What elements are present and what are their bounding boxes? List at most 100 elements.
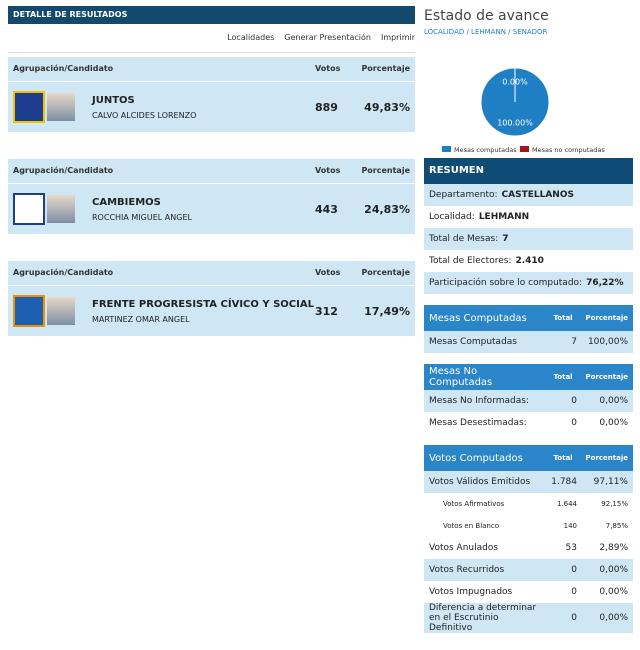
row-total: 53	[565, 543, 577, 553]
party-name: CAMBIEMOS	[92, 196, 161, 208]
row-total: 0	[571, 613, 577, 623]
results-header: DETALLE DE RESULTADOS	[8, 6, 415, 24]
summary-label: Departamento:	[429, 190, 498, 200]
summary-value: 7	[502, 234, 509, 244]
table-row: Votos en Blanco 140 7,85%	[424, 515, 633, 537]
party-logo	[13, 91, 45, 123]
column-header: Agrupación/Candidato Votos Porcentaje	[8, 159, 415, 183]
candidate-photo	[47, 93, 75, 121]
header-cell: Porcentaje	[585, 373, 629, 381]
column-label: Porcentaje	[361, 166, 410, 175]
column-label: Agrupación/Candidato	[13, 166, 114, 175]
summary-label: Total de Electores:	[429, 256, 512, 266]
header-cell: Porcentaje	[585, 454, 629, 462]
header-cell: Porcentaje	[585, 314, 629, 322]
party-row: FRENTE PROGRESISTA CÍVICO Y SOCIAL MARTIN…	[8, 285, 415, 336]
row-label: Votos Afirmativos	[443, 500, 505, 508]
row-total: 0	[571, 396, 577, 406]
link[interactable]: Localidades	[227, 33, 275, 42]
header-cell: Total	[553, 314, 573, 322]
row-total: 0	[571, 418, 577, 428]
party-info: JUNTOS CALVO ALCIDES LORENZO	[92, 95, 315, 120]
summary-row: Total de Electores: 2.410	[424, 250, 633, 272]
stats-table: Mesas Computadas Total Porcentaje Mesas Com…	[424, 305, 633, 353]
candidate-photo	[47, 297, 75, 325]
row-percent: 2,89%	[599, 543, 628, 553]
table-row: Votos Recurridos 0 0,00%	[424, 559, 633, 581]
votes: 443	[315, 202, 338, 216]
tables: Mesas Computadas Total Porcentaje Mesas Com…	[424, 305, 633, 633]
column-label: Votos	[315, 166, 341, 175]
row-percent: 0,00%	[599, 613, 628, 623]
breadcrumb[interactable]: LOCALIDAD / LEHMANN / SENADOR	[424, 28, 548, 36]
row-total: 0	[571, 587, 577, 597]
party-blocks: Agrupación/Candidato Votos Porcentaje JUNTO…	[8, 53, 415, 336]
party-logo	[13, 193, 45, 225]
row-percent: 0,00%	[599, 587, 628, 597]
legend-label: Mesas no computadas	[532, 146, 605, 154]
summary-label: Localidad:	[429, 212, 475, 222]
row-total: 0	[571, 565, 577, 575]
row-label: Mesas No Informadas:	[429, 396, 529, 406]
slice-label: 0.00%	[502, 78, 528, 87]
row-total: 1.784	[551, 477, 577, 487]
table-header: Mesas No Computadas Total Porcentaje	[424, 364, 633, 390]
links: Localidades Generar Presentación Imprimir	[8, 24, 415, 53]
table-row: Mesas No Informadas: 0 0,00%	[424, 390, 633, 412]
row-percent: 100,00%	[587, 337, 628, 347]
summary-value: 2.410	[515, 256, 544, 266]
row-label: Mesas Computadas	[429, 337, 517, 347]
legend-label: Mesas computadas	[454, 146, 517, 154]
table-row: Mesas Desestimadas: 0 0,00%	[424, 412, 633, 434]
row-total: 1.644	[556, 500, 577, 508]
summary-value: 76,22%	[586, 278, 624, 288]
summary-value: CASTELLANOS	[501, 190, 574, 200]
votes: 312	[315, 304, 338, 318]
votes: 889	[315, 100, 338, 114]
summary: Departamento: CASTELLANOS Localidad: LEHMAN…	[424, 184, 633, 294]
summary-row: Total de Mesas: 7	[424, 228, 633, 250]
row-total: 7	[571, 337, 577, 347]
row-label: Mesas Desestimadas:	[429, 418, 527, 428]
link[interactable]: Imprimir	[380, 33, 415, 42]
party-info: FRENTE PROGRESISTA CÍVICO Y SOCIAL MARTIN…	[92, 299, 315, 324]
table-row: Votos Impugnados 0 0,00%	[424, 581, 633, 603]
row-total: 140	[563, 522, 577, 530]
party-name: FRENTE PROGRESISTA CÍVICO Y SOCIAL	[92, 298, 314, 310]
summary-value: LEHMANN	[478, 212, 530, 222]
column-label: Agrupación/Candidato	[13, 268, 114, 277]
header-cell: Votos Computados	[429, 452, 523, 464]
candidate-name: ROCCHIA MIGUEL ANGEL	[92, 212, 192, 222]
header-cell: Mesas Computadas	[429, 312, 527, 324]
party-block: Agrupación/Candidato Votos Porcentaje FRENT…	[8, 257, 415, 336]
results-panel: DETALLE DE RESULTADOS Localidades Generar…	[8, 6, 415, 359]
column-label: Votos	[315, 268, 341, 277]
column-label: Porcentaje	[361, 64, 410, 73]
row-percent: 97,11%	[593, 477, 628, 487]
party-row: JUNTOS CALVO ALCIDES LORENZO 889 49,83%	[8, 81, 415, 132]
party-block: Agrupación/Candidato Votos Porcentaje JUNTO…	[8, 53, 415, 132]
candidate-name: CALVO ALCIDES LORENZO	[92, 110, 197, 120]
link[interactable]: Generar Presentación	[284, 33, 371, 42]
table-row: Votos Anulados 53 2,89%	[424, 537, 633, 559]
stats-table: Votos Computados Total Porcentaje Votos Vál…	[424, 445, 633, 633]
party-logo	[13, 295, 45, 327]
status-panel: Estado de avance LOCALIDAD / LEHMANN / S…	[424, 6, 633, 633]
table-header: Votos Computados Total Porcentaje	[424, 445, 633, 471]
party-info: CAMBIEMOS ROCCHIA MIGUEL ANGEL	[92, 197, 315, 222]
party-name: JUNTOS	[92, 94, 135, 106]
pie-chart: 100.00% Mesas computadas 0.00% Mesas no com…	[442, 67, 605, 154]
stats-table: Mesas No Computadas Total Porcentaje Mesas …	[424, 364, 633, 434]
party-row: CAMBIEMOS ROCCHIA MIGUEL ANGEL 443 24,83%	[8, 183, 415, 234]
percent: 17,49%	[364, 304, 410, 318]
row-label: Votos Anulados	[429, 543, 499, 553]
row-percent: 0,00%	[599, 418, 628, 428]
table-row: Votos Válidos Emitidos 1.784 97,11%	[424, 471, 633, 493]
party-block: Agrupación/Candidato Votos Porcentaje CAMBI…	[8, 155, 415, 234]
column-label: Votos	[315, 64, 341, 73]
percent: 24,83%	[364, 202, 410, 216]
row-percent: 0,00%	[599, 565, 628, 575]
header-cell: Total	[553, 454, 573, 462]
table-header: Mesas Computadas Total Porcentaje	[424, 305, 633, 331]
